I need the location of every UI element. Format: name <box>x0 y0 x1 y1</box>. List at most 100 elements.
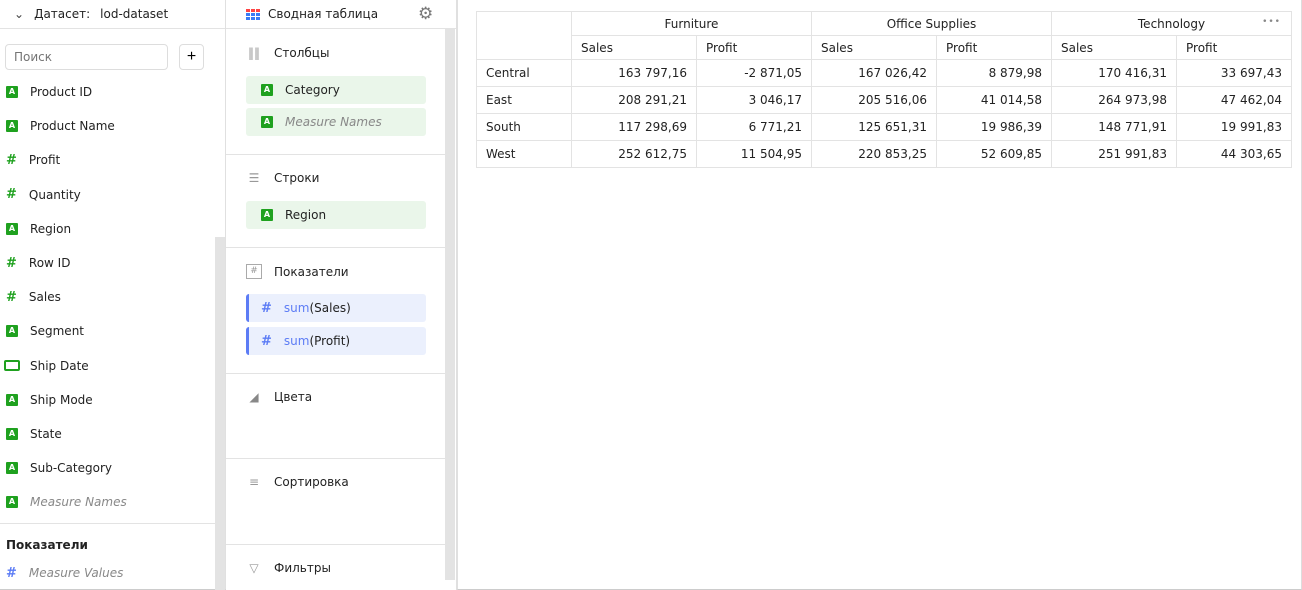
function-name: sum <box>283 301 310 315</box>
section-sort[interactable]: ≡ Сортировка <box>246 475 349 489</box>
calendar-icon <box>4 360 20 372</box>
string-icon: A <box>6 496 18 509</box>
section-title: Фильтры <box>274 561 331 575</box>
table-cell: 163 797,16 <box>571 59 697 87</box>
field-row-id[interactable]: # Row ID <box>6 253 70 273</box>
gear-icon[interactable]: ⚙ <box>418 4 434 24</box>
row-header: West <box>476 140 572 168</box>
field-label: Measure Values <box>28 566 124 580</box>
number-icon: # <box>6 187 17 203</box>
sort-icon: ≡ <box>248 475 260 489</box>
field-product-name[interactable]: A Product Name <box>6 116 115 136</box>
string-icon: A <box>6 120 18 133</box>
field-measure-values[interactable]: # Measure Values <box>6 563 123 583</box>
table-cell: 44 303,65 <box>1176 140 1292 168</box>
dataset-panel: ⌄ Датасет: lod-dataset + A Product ID A Pro… <box>0 0 226 590</box>
dataset-header[interactable]: ⌄ Датасет: lod-dataset <box>0 0 225 29</box>
field-state[interactable]: A State <box>6 424 62 444</box>
column-header[interactable]: Sales <box>811 35 937 60</box>
column-header[interactable]: Sales <box>571 35 697 60</box>
field-measure-names[interactable]: A Measure Names <box>6 492 127 512</box>
field-sub-category[interactable]: A Sub-Category <box>6 458 112 478</box>
field-label: Profit <box>28 153 61 168</box>
section-title: Сортировка <box>274 475 349 489</box>
table-cell: 170 416,31 <box>1051 59 1177 87</box>
table-cell: 6 771,21 <box>696 113 812 141</box>
field-profit[interactable]: # Profit <box>6 150 60 170</box>
table-cell: 19 986,39 <box>936 113 1052 141</box>
paint-bucket-icon: ◢ <box>249 390 259 404</box>
divider <box>226 458 445 459</box>
table-cell: 3 046,17 <box>696 86 812 114</box>
pill-category[interactable]: A Category <box>246 76 426 104</box>
table-cell: 117 298,69 <box>571 113 697 141</box>
divider <box>226 154 445 155</box>
pill-label: sum(Profit) <box>284 334 350 348</box>
section-filters[interactable]: ▽ Фильтры <box>246 561 331 575</box>
pill-label: Measure Names <box>285 115 382 129</box>
field-label: Quantity <box>28 187 81 202</box>
add-field-button[interactable]: + <box>179 44 204 70</box>
chevron-down-icon[interactable]: ⌄ <box>14 7 25 21</box>
corner-cell <box>476 11 572 60</box>
pivot-table-icon <box>246 8 260 20</box>
field-ship-mode[interactable]: A Ship Mode <box>6 390 93 410</box>
columns-icon: ‖‖ <box>248 46 260 60</box>
string-icon: A <box>261 209 273 221</box>
row-header: East <box>476 86 572 114</box>
section-title: Цвета <box>274 390 313 404</box>
field-name: (Sales) <box>309 301 351 315</box>
pill-label: Region <box>285 208 327 222</box>
group-header: Office Supplies <box>811 11 1052 36</box>
chart-type-selector[interactable]: Сводная таблица ⚙ <box>226 0 456 29</box>
section-colors[interactable]: ◢ Цвета <box>246 390 312 404</box>
field-sales[interactable]: # Sales <box>6 287 61 307</box>
field-segment[interactable]: A Segment <box>6 321 84 341</box>
column-header[interactable]: Profit <box>1176 35 1292 60</box>
scrollbar[interactable] <box>215 237 225 590</box>
section-title: Столбцы <box>274 46 330 60</box>
field-label: Region <box>30 221 72 236</box>
table-cell: 252 612,75 <box>571 140 697 168</box>
table-cell: 264 973,98 <box>1051 86 1177 114</box>
number-icon: # <box>6 565 17 581</box>
chart-area: Furniture Office Supplies Technology ••• … <box>457 0 1302 590</box>
column-header[interactable]: Profit <box>696 35 812 60</box>
more-options-icon[interactable]: ••• <box>1262 16 1281 27</box>
row-header: South <box>476 113 572 141</box>
field-region[interactable]: A Region <box>6 219 71 239</box>
field-label: Segment <box>30 324 84 339</box>
number-icon: # <box>261 333 272 349</box>
group-header: Furniture <box>571 11 812 36</box>
section-title: Строки <box>274 171 320 185</box>
field-label: Sub-Category <box>30 461 112 476</box>
field-label: Sales <box>28 290 61 305</box>
measures-table-icon: # <box>246 264 262 279</box>
table-row: West 252 612,75 11 504,95 220 853,25 52 609,… <box>476 140 1292 168</box>
pill-region[interactable]: A Region <box>246 201 426 229</box>
dataset-name: lod-dataset <box>100 7 169 21</box>
rows-icon: ☰ <box>248 171 260 185</box>
field-ship-date[interactable]: Ship Date <box>4 356 89 376</box>
table-cell: 167 026,42 <box>811 59 937 87</box>
field-label: Measure Names <box>30 495 127 510</box>
divider <box>226 544 445 545</box>
group-header-row: Furniture Office Supplies Technology ••• <box>476 11 1292 60</box>
search-input[interactable] <box>5 44 168 70</box>
field-quantity[interactable]: # Quantity <box>6 185 81 205</box>
column-header[interactable]: Profit <box>936 35 1052 60</box>
subheader-row: Sales Profit Sales Profit Sales Profit <box>477 35 1292 60</box>
field-label: Product Name <box>30 119 115 134</box>
scrollbar[interactable] <box>445 29 455 580</box>
table-cell: 148 771,91 <box>1051 113 1177 141</box>
field-product-id[interactable]: A Product ID <box>6 82 92 102</box>
pill-sum-profit[interactable]: # sum(Profit) <box>246 327 426 355</box>
pill-sum-sales[interactable]: # sum(Sales) <box>246 294 426 322</box>
string-icon: A <box>261 84 273 96</box>
table-cell: 19 991,83 <box>1176 113 1292 141</box>
group-header: Technology ••• <box>1051 11 1292 36</box>
dataset-label: Датасет: <box>34 7 91 21</box>
pill-measure-names[interactable]: A Measure Names <box>246 108 426 136</box>
chart-type-label: Сводная таблица <box>268 7 379 21</box>
column-header[interactable]: Sales <box>1051 35 1177 60</box>
